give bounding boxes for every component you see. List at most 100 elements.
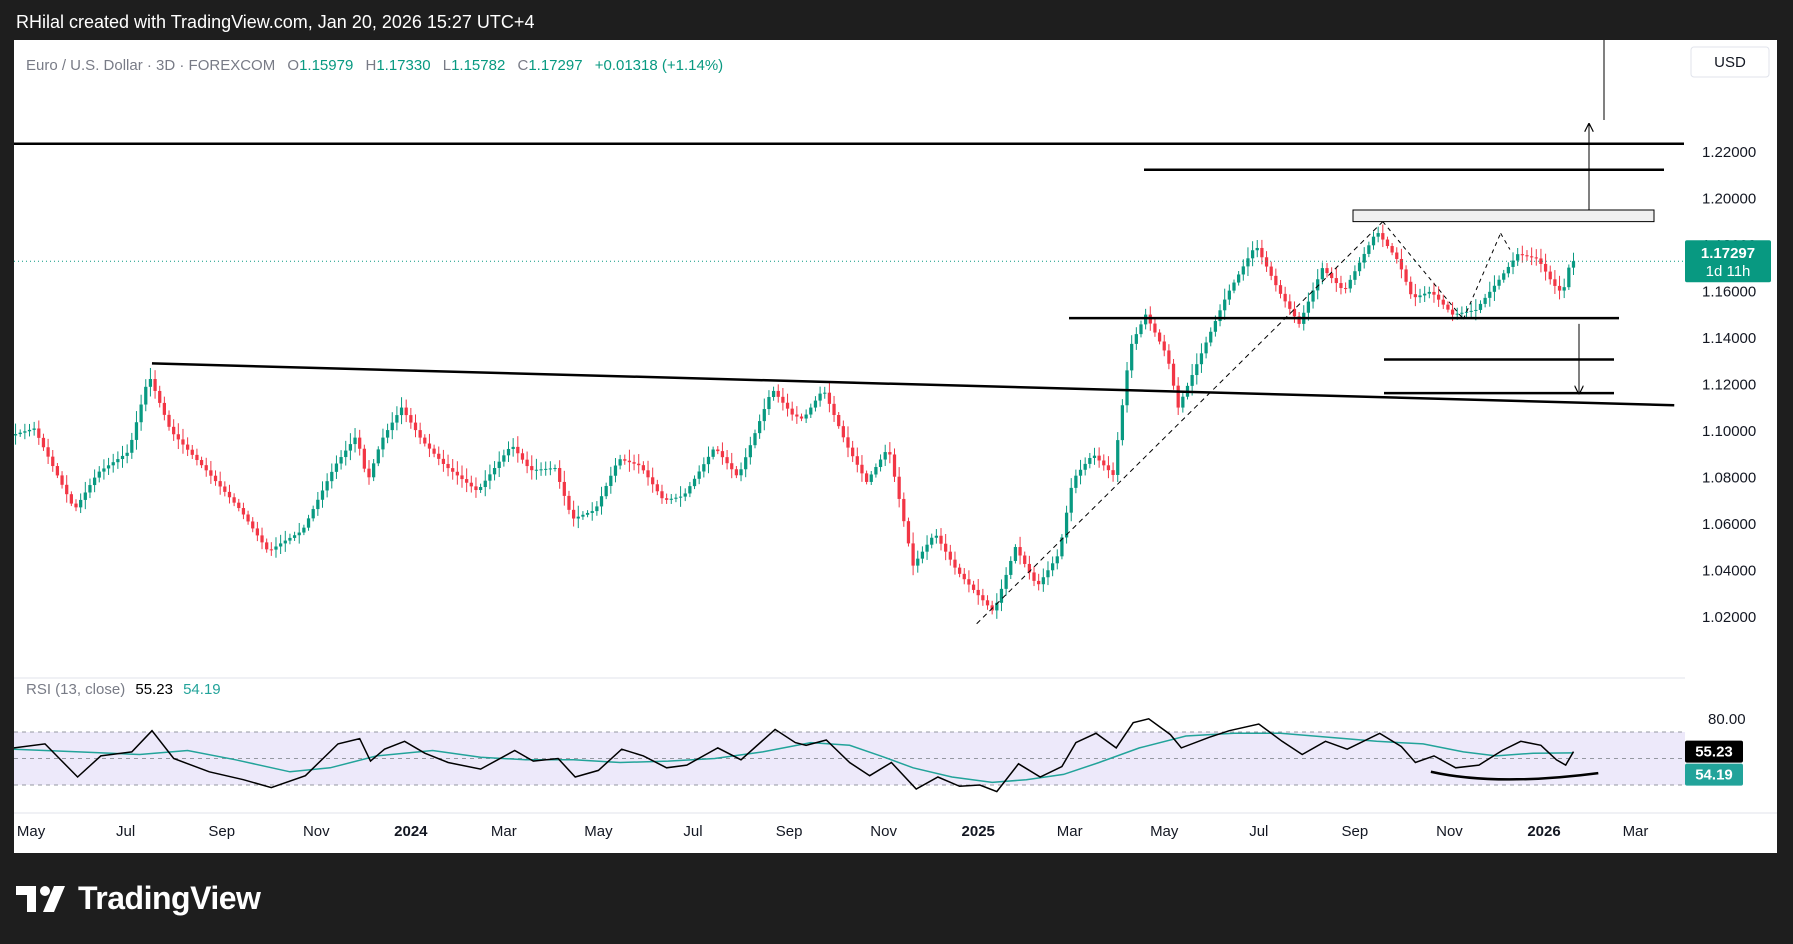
currency-button[interactable]: USD xyxy=(1690,46,1770,78)
candle-up xyxy=(1423,293,1427,296)
candle-down xyxy=(1413,294,1417,298)
candle-up xyxy=(399,407,404,416)
candle-up xyxy=(604,485,608,497)
time-tick-label: Nov xyxy=(870,823,897,840)
candle-down xyxy=(418,430,422,438)
candle-down xyxy=(1260,247,1264,258)
candle-up xyxy=(1083,463,1087,470)
candle-down xyxy=(1543,263,1548,272)
candle-down xyxy=(725,457,729,464)
rsi-pane[interactable] xyxy=(14,717,1685,793)
candle-up xyxy=(1199,353,1204,365)
candle-up xyxy=(14,434,18,436)
candle-up xyxy=(1050,563,1055,571)
candle-down xyxy=(832,403,836,416)
candle-up xyxy=(1195,364,1199,376)
candle-down xyxy=(785,402,790,409)
candle-up xyxy=(618,459,622,466)
candle-up xyxy=(878,459,883,468)
candle-down xyxy=(1325,268,1329,274)
candle-down xyxy=(651,477,655,485)
candle-down xyxy=(246,514,250,522)
currency-button-bg[interactable] xyxy=(1690,46,1770,78)
candle-down xyxy=(232,497,236,503)
rsi-value-badge xyxy=(1685,740,1743,763)
candle-down xyxy=(1297,316,1301,324)
price-tick-label: 1.10000 xyxy=(1702,423,1756,440)
legend-open-value: 1.15979 xyxy=(299,57,353,74)
candle-down xyxy=(939,535,943,544)
chart-caption: RHilal created with TradingView.com, Jan… xyxy=(16,12,535,32)
candle-down xyxy=(558,468,562,482)
candle-down xyxy=(911,543,915,566)
currency-button-label[interactable]: USD xyxy=(1714,54,1746,71)
candle-up xyxy=(920,551,925,559)
candle-down xyxy=(1171,363,1176,386)
axes-layer: 1.02000 1.04000 1.06000 1.08000 1.10000 1.120… xyxy=(14,40,1777,853)
candle-down xyxy=(1446,304,1450,310)
candle-up xyxy=(1092,455,1097,458)
candle-down xyxy=(855,456,859,465)
rsi-tick-label: 80.00 xyxy=(1708,711,1746,728)
tradingview-logo-icon xyxy=(16,885,65,912)
candle-up xyxy=(1213,321,1218,332)
candle-up xyxy=(1125,370,1129,406)
candle-up xyxy=(334,463,339,472)
candle-up xyxy=(1427,291,1431,294)
chart-canvas[interactable]: 1.02000 1.04000 1.06000 1.08000 1.10000 1.120… xyxy=(14,40,1777,853)
drawings-layer[interactable] xyxy=(14,40,1685,625)
candle-down xyxy=(641,465,646,471)
candle-up xyxy=(1362,253,1366,263)
candle-up xyxy=(995,602,999,611)
candle-up xyxy=(502,455,506,462)
rsi-line xyxy=(14,717,1575,793)
candle-down xyxy=(623,459,627,461)
time-tick-label: 2024 xyxy=(394,823,428,840)
candle-down xyxy=(1274,275,1278,286)
candle-up xyxy=(478,487,483,491)
candle-down xyxy=(1269,266,1273,276)
candle-up xyxy=(1571,261,1576,268)
candle-up xyxy=(739,469,743,476)
price-tick-label: 1.08000 xyxy=(1702,469,1756,486)
candle-up xyxy=(1567,267,1571,288)
candle-up xyxy=(818,393,822,401)
candle-down xyxy=(1539,258,1543,264)
candle-down xyxy=(571,509,576,519)
candle-up xyxy=(32,428,36,430)
tradingview-logo[interactable]: TradingView xyxy=(16,880,261,917)
rsi-legend-value: 55.23 xyxy=(135,681,173,698)
legend-symbol: Euro / U.S. Dollar · 3D · FOREXCOM xyxy=(26,57,275,74)
candle-down xyxy=(665,498,669,500)
candle-down xyxy=(976,589,980,596)
legend-low-label: L xyxy=(443,57,451,74)
rsi-legend: RSI (13, close) 55.23 54.19 xyxy=(26,681,221,698)
legend-high-label: H xyxy=(365,57,376,74)
candle-down xyxy=(474,486,478,491)
candle-up xyxy=(134,422,139,440)
candle-up xyxy=(111,462,115,466)
candle-down xyxy=(957,567,962,574)
candle-down xyxy=(465,479,469,483)
candle-up xyxy=(139,404,143,423)
candle-up xyxy=(488,474,492,481)
candle-up xyxy=(771,390,776,398)
candle-up xyxy=(148,379,153,387)
candle-down xyxy=(627,460,632,463)
time-tick-label: Mar xyxy=(1057,823,1083,840)
candle-down xyxy=(176,434,180,440)
candle-down xyxy=(520,453,525,460)
candle-down xyxy=(162,402,166,415)
descending-trendline xyxy=(151,362,1675,407)
candle-up xyxy=(279,543,283,547)
price-axis-bg xyxy=(1685,40,1777,853)
candle-up xyxy=(1116,440,1120,475)
candle-down xyxy=(827,392,832,404)
candle-up xyxy=(688,486,692,494)
candles-layer[interactable] xyxy=(14,224,1576,619)
chart-panel[interactable]: 1.02000 1.04000 1.06000 1.08000 1.10000 1.120… xyxy=(14,40,1777,853)
candle-up xyxy=(353,437,357,445)
candle-down xyxy=(1553,279,1557,286)
candle-up xyxy=(1227,290,1231,300)
